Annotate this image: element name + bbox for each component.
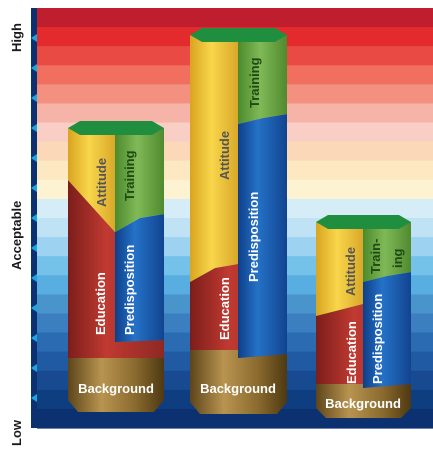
axis-label-high: High (9, 23, 24, 52)
pilot-3-predisposition-label: Predisposition (370, 294, 385, 384)
axis-label-low: Low (9, 419, 24, 446)
axis-tick (31, 64, 37, 72)
pilot-2-predisposition-segment (238, 114, 287, 358)
pilot-2-background-segment (190, 350, 287, 414)
pilot-1-column: Background Education Predisposition Atti… (68, 121, 164, 412)
pilot-3-attitude-segment (316, 222, 363, 316)
pilot-3-training-label: Train- ing (368, 239, 405, 274)
pilot-1-training-label: Training (122, 150, 137, 201)
scale-band (37, 8, 433, 28)
pilot-2-top-cap (190, 28, 287, 42)
pilot-1-attitude-segment (68, 128, 115, 232)
pilot-3-column: Background Education Predisposition Atti… (316, 215, 411, 418)
pilot-2-background-label: Background (200, 381, 276, 396)
vertical-axis: High Acceptable Low (9, 8, 37, 446)
pilot-1-background-label: Background (78, 381, 154, 396)
pilot-2-education-segment (190, 264, 287, 358)
axis-tick (31, 184, 37, 192)
pilot-1-predisposition-label: Predisposition (122, 245, 137, 335)
pilot-3-attitude-label: Attitude (343, 247, 358, 296)
axis-tick (31, 244, 37, 252)
pilot-1-name: PILOT 1 (90, 429, 143, 445)
axis-tick (31, 304, 37, 312)
pilot-3-predisposition-segment (363, 272, 411, 388)
axis-ticks (31, 34, 37, 402)
pilot-3-top-cap (316, 215, 411, 229)
axis-tick (31, 274, 37, 282)
pilot-2-training-segment (238, 35, 287, 124)
pilot-1-background-segment (68, 358, 164, 412)
pilot-2-attitude-segment (190, 35, 238, 282)
pilot-1-education-label: Education (93, 272, 108, 335)
pilot-1-training-segment (115, 128, 164, 232)
pilot-2-training-label: Training (247, 57, 262, 108)
pilot-1-attitude-label: Attitude (94, 158, 109, 207)
axis-tick (31, 364, 37, 372)
pilot-2-predisposition-label: Predisposition (246, 192, 261, 282)
axis-tick (31, 334, 37, 342)
pilot-3-name: PILOT 3 (340, 429, 393, 445)
pilot-2-education-label: Education (217, 277, 232, 340)
axis-tick (31, 94, 37, 102)
pilot-1-predisposition-segment (115, 214, 164, 342)
axis-label-acceptable: Acceptable (9, 201, 24, 270)
axis-tick (31, 394, 37, 402)
pilot-3-training-label-line-2: ing (390, 248, 405, 268)
pilot-3-background-label: Background (325, 396, 401, 411)
axis-tick (31, 214, 37, 222)
pilot-3-education-segment (316, 304, 411, 388)
axis-tick (31, 124, 37, 132)
pilot-2-name: PILOT 2 (214, 429, 267, 445)
pilot-1-top-cap (68, 121, 164, 135)
pilot-3-background-segment (316, 384, 411, 418)
pilot-3-training-label-line-1: Train- (368, 239, 383, 274)
pilot-3-education-label: Education (344, 321, 359, 384)
pilot-2-attitude-label: Attitude (217, 131, 232, 180)
pilot-2-column: Background Education Predisposition Atti… (190, 28, 287, 414)
pilot-1-education-segment (68, 180, 164, 358)
axis-tick (31, 154, 37, 162)
axis-tick (31, 34, 37, 42)
pilot-3-training-segment (363, 222, 411, 282)
